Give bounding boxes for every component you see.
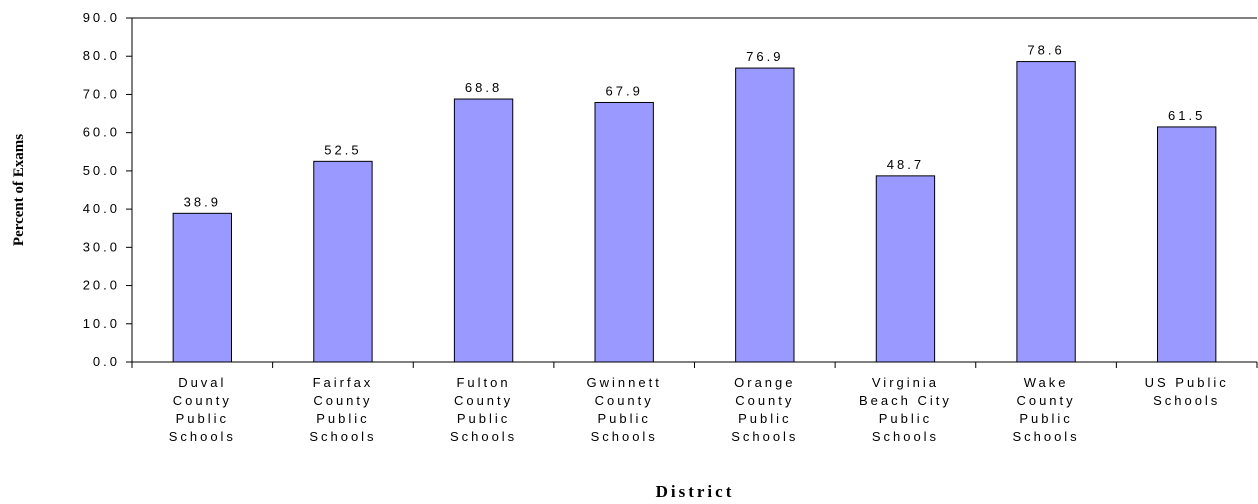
y-tick-label: 0.0 (93, 354, 120, 369)
category-label: Fulton County Public Schools (450, 375, 517, 444)
category-label: Duval County Public Schools (169, 375, 236, 444)
y-axis-title: Percent of Exams (11, 134, 27, 246)
category-label: Wake County Public Schools (1012, 375, 1079, 444)
bar (1016, 61, 1076, 363)
data-label: 78.6 (1027, 43, 1064, 58)
y-tick-label: 60.0 (83, 125, 120, 140)
y-tick-label: 10.0 (83, 316, 120, 331)
data-label: 68.8 (465, 80, 502, 95)
y-tick-label: 30.0 (83, 239, 120, 254)
y-tick-label: 80.0 (83, 48, 120, 63)
bar (1157, 126, 1217, 363)
data-label: 48.7 (887, 157, 924, 172)
category-label: Fairfax County Public Schools (309, 375, 376, 444)
bar (453, 98, 514, 363)
y-tick-label: 50.0 (83, 163, 120, 178)
data-label: 52.5 (324, 142, 361, 157)
bar (735, 67, 795, 363)
y-tick-label: 20.0 (83, 278, 120, 293)
bar (313, 160, 373, 363)
category-label: Virginia Beach City Public Schools (859, 375, 952, 444)
data-label: 76.9 (746, 49, 783, 64)
bar (172, 212, 232, 363)
x-axis-title: District (656, 482, 735, 501)
plot-area: 0.0 10.0 20.0 30.0 40.0 50.0 60.0 70.0 80.0 90.0 3… (83, 10, 1258, 444)
data-label: 61.5 (1168, 108, 1205, 123)
bar (875, 175, 936, 363)
y-tick-label: 70.0 (83, 86, 120, 101)
data-label: 67.9 (606, 83, 643, 98)
category-label: Gwinnett County Public Schools (587, 375, 662, 444)
y-tick-label: 90.0 (83, 10, 120, 25)
data-label: 38.9 (184, 194, 221, 209)
category-label: US Public Schools (1145, 375, 1229, 408)
bar (594, 101, 654, 363)
y-tick-label: 40.0 (83, 201, 120, 216)
category-label: Orange County Public Schools (731, 375, 798, 444)
